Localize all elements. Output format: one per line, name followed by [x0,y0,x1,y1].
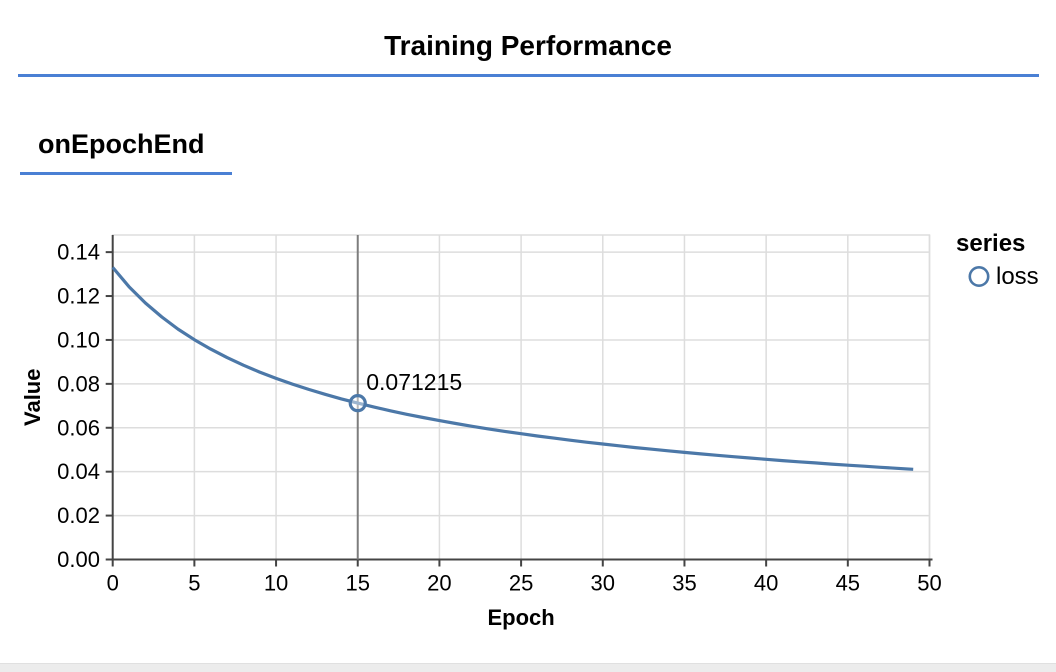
hover-point[interactable] [348,394,367,413]
axes: 0.00 0.02 0.04 0.06 0.08 0.10 0.12 0.14 0 5 10 15 20… [57,235,942,596]
x-tick-label: 0 [107,571,119,596]
y-tick-label: 0.00 [57,547,100,572]
loss-line[interactable] [111,266,914,471]
legend-marker-circle-icon [968,265,990,287]
x-tick-label: 15 [345,571,369,596]
y-tick-label: 0.04 [57,459,100,484]
section-underline [20,172,232,175]
x-tick-label: 10 [264,571,288,596]
x-tick-label: 40 [754,571,778,596]
x-tick-label: 50 [917,571,941,596]
y-tick-label: 0.14 [57,240,100,265]
bottom-strip [0,663,1056,672]
x-tick-label: 45 [836,571,860,596]
x-tick-label: 35 [672,571,696,596]
legend: series loss [956,230,1039,290]
section-heading: onEpochEnd [38,129,205,159]
y-tick-label: 0.02 [57,503,100,528]
gridlines [112,235,931,560]
y-axis-title: Value [20,369,45,426]
title-underline [18,74,1039,77]
x-tick-label: 30 [591,571,615,596]
x-tick-label: 5 [188,571,200,596]
legend-title: series [956,230,1025,257]
x-tick-label: 20 [427,571,451,596]
y-tick-label: 0.12 [57,284,100,309]
y-tick-label: 0.08 [57,371,100,396]
page-title: Training Performance [384,30,672,61]
legend-entry-loss: loss [996,263,1039,290]
x-axis-title: Epoch [487,605,554,630]
y-tick-label: 0.10 [57,327,100,352]
y-tick-label: 0.06 [57,415,100,440]
tooltip-value: 0.071215 [366,369,462,395]
x-tick-label: 25 [509,571,533,596]
